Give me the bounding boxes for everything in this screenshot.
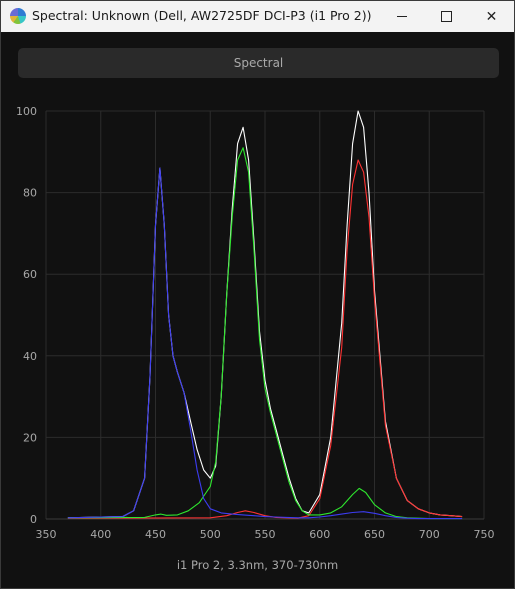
y-tick-label: 100 xyxy=(16,105,37,118)
x-tick-label: 750 xyxy=(474,528,495,541)
y-tick-label: 0 xyxy=(30,513,37,526)
x-tick-label: 650 xyxy=(364,528,385,541)
tab-spectral[interactable]: Spectral xyxy=(233,56,284,70)
x-tick-label: 700 xyxy=(419,528,440,541)
x-tick-label: 350 xyxy=(36,528,57,541)
x-tick-label: 500 xyxy=(200,528,221,541)
x-axis-label: i1 Pro 2, 3.3nm, 370-730nm xyxy=(176,558,339,572)
close-button[interactable]: ✕ xyxy=(469,1,514,32)
y-tick-label: 40 xyxy=(23,350,37,363)
x-tick-label: 450 xyxy=(145,528,166,541)
x-tick-label: 550 xyxy=(255,528,276,541)
spectral-chart: 350 400 450 500 550 600 650 700 750 0 20 40 60 80 100 xyxy=(16,105,495,541)
minimize-icon xyxy=(396,16,407,17)
series-line-2 xyxy=(67,147,463,520)
x-tick-label: 600 xyxy=(309,528,330,541)
app-icon xyxy=(10,8,26,24)
title-bar[interactable]: Spectral: Unknown (Dell, AW2725DF DCI-P3… xyxy=(1,1,514,32)
close-icon: ✕ xyxy=(485,8,498,25)
y-tick-label: 80 xyxy=(23,187,37,200)
series-line-3 xyxy=(67,167,463,520)
series-line-1 xyxy=(67,159,463,519)
window-title: Spectral: Unknown (Dell, AW2725DF DCI-P3… xyxy=(32,8,372,23)
minimize-button[interactable] xyxy=(379,1,424,32)
y-tick-label: 20 xyxy=(23,431,37,444)
maximize-icon xyxy=(441,11,452,22)
y-tick-label: 60 xyxy=(23,268,37,281)
maximize-button[interactable] xyxy=(424,1,469,32)
tab-bar: Spectral xyxy=(18,48,499,78)
x-tick-label: 400 xyxy=(90,528,111,541)
